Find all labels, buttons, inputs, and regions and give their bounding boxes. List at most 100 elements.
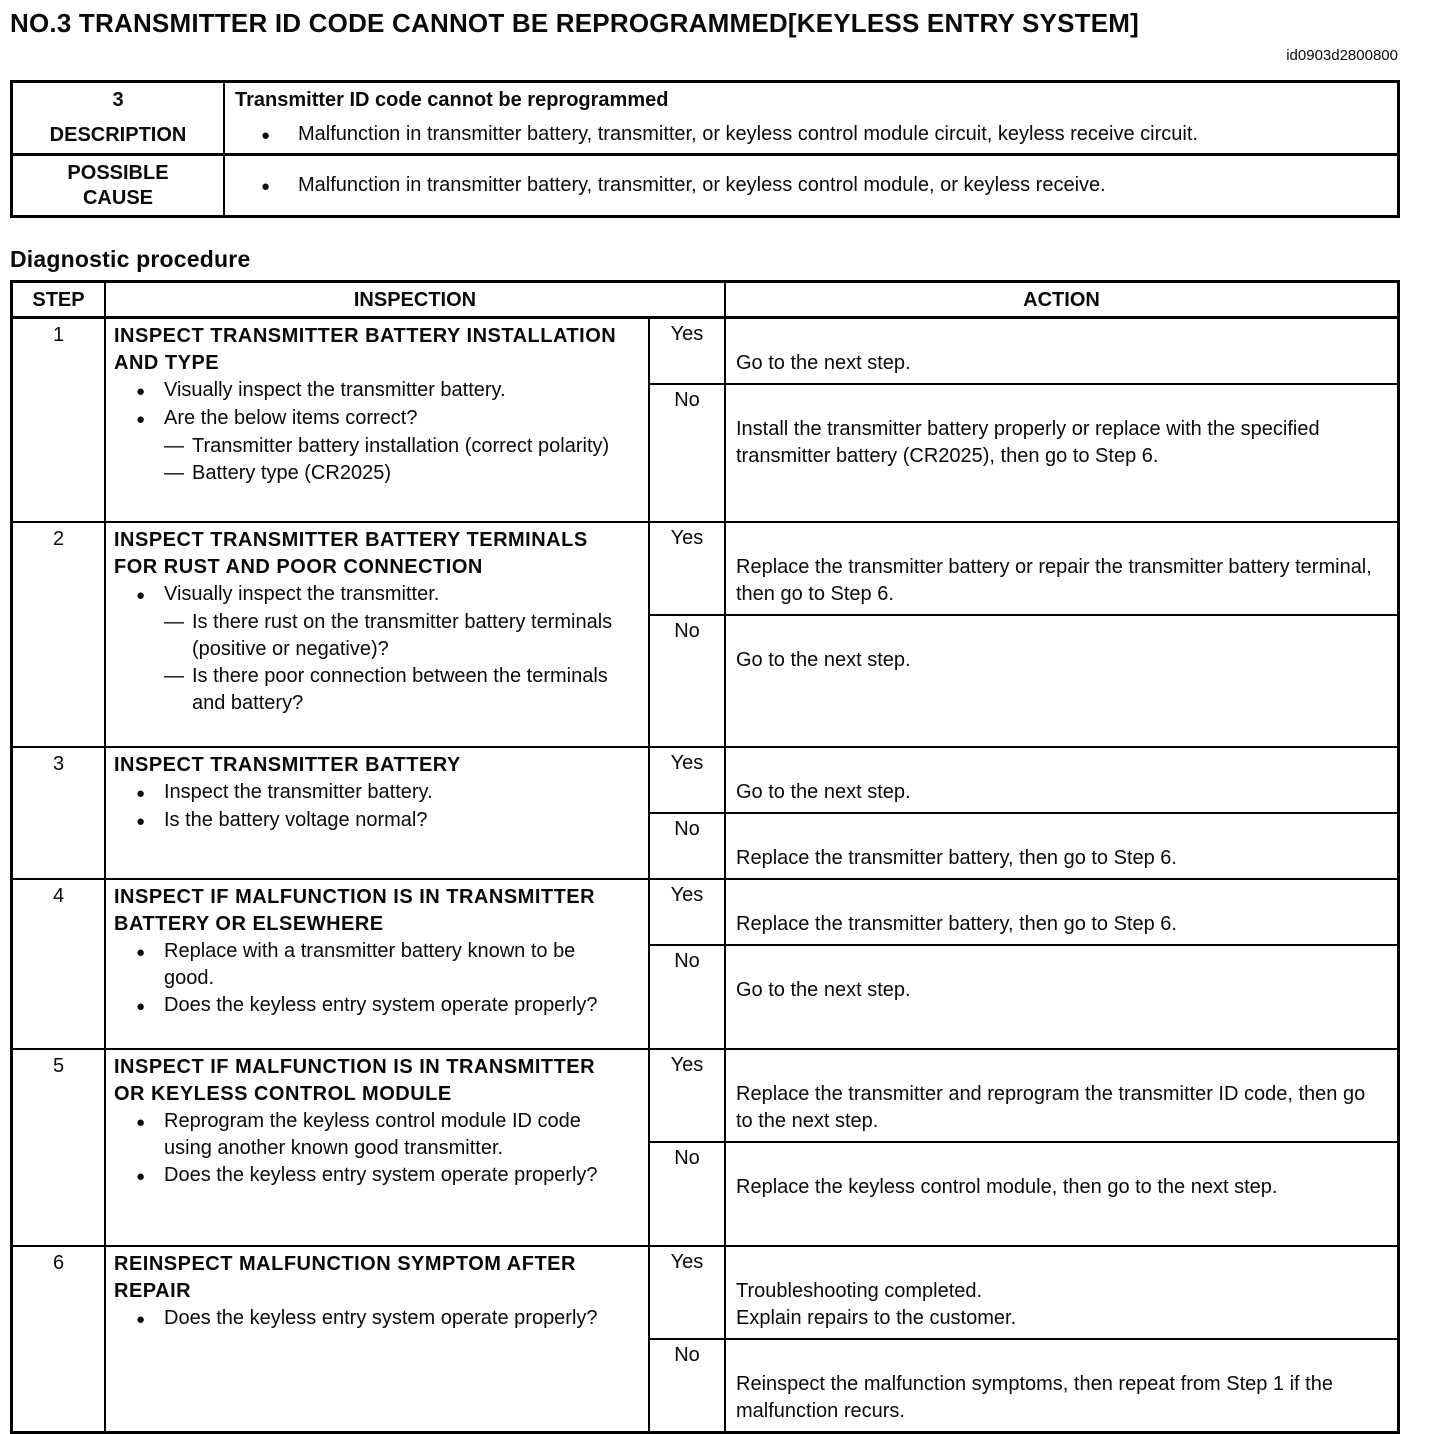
no-action-cell: Install the transmitter battery properly… (726, 385, 1397, 521)
yes-label-cell: Yes (650, 1247, 726, 1340)
no-action-text: Reinspect the malfunction symptoms, then… (736, 1373, 1333, 1422)
step-number: 6 (52, 1252, 65, 1274)
procedure-step-row: 2 INSPECT TRANSMITTER BATTERY TERMINALS … (13, 521, 1397, 746)
inspection-item-text: Does the keyless entry system operate pr… (164, 1164, 598, 1186)
list-marker-icon: ● (136, 785, 146, 802)
no-label-cell: No (650, 1143, 726, 1245)
yes-action-cell: Replace the transmitter battery or repai… (726, 523, 1397, 616)
yes-action-text: Replace the transmitter and reprogram th… (736, 1083, 1366, 1132)
no-label-cell: No (650, 616, 726, 746)
list-marker-icon: ● (136, 1311, 146, 1328)
symptom-number: 3 (13, 83, 225, 117)
summary-row-label: DESCRIPTION (13, 117, 225, 153)
summary-row-text-cell: ● Malfunction in transmitter battery, tr… (225, 117, 1397, 153)
no-action-cell: Reinspect the malfunction symptoms, then… (726, 1340, 1397, 1431)
inspection-title: INSPECT TRANSMITTER BATTERY (114, 754, 461, 776)
no-action-text: Go to the next step. (736, 979, 911, 1001)
inspection-item: ● Visually inspect the transmitter. (114, 581, 620, 609)
procedure-table-header: STEP INSPECTION ACTION (13, 283, 1397, 319)
list-marker-icon: — (164, 665, 184, 687)
inspection-item: ● Is the battery voltage normal? (114, 807, 620, 835)
no-label: No (674, 1147, 700, 1169)
no-action-text: Go to the next step. (736, 649, 911, 671)
procedure-step-row: 4 INSPECT IF MALFUNCTION IS IN TRANSMITT… (13, 878, 1397, 1048)
no-action-text: Replace the keyless control module, then… (736, 1176, 1278, 1198)
yes-action-cell: Go to the next step. (726, 319, 1397, 385)
inspection-item-text: Is there rust on the transmitter battery… (192, 611, 613, 660)
yes-label: Yes (670, 752, 704, 774)
inspection-item-text: Replace with a transmitter battery known… (164, 940, 576, 989)
no-action-cell: Replace the keyless control module, then… (726, 1143, 1397, 1245)
yes-label: Yes (670, 1054, 704, 1076)
inspection-title: INSPECT IF MALFUNCTION IS IN TRANSMITTER… (114, 886, 596, 935)
inspection-title: REINSPECT MALFUNCTION SYMPTOM AFTER REPA… (114, 1253, 576, 1302)
step-number: 5 (52, 1055, 65, 1077)
no-label-cell: No (650, 1340, 726, 1431)
yes-label: Yes (670, 323, 704, 345)
yes-label: Yes (670, 527, 704, 549)
yes-label: Yes (670, 884, 704, 906)
list-marker-icon: ● (136, 383, 146, 400)
step-number: 1 (52, 324, 65, 346)
yes-label-cell: Yes (650, 523, 726, 616)
summary-rows: DESCRIPTION ● Malfunction in transmitter… (13, 117, 1397, 215)
inspection-items: ● Reprogram the keyless control module I… (114, 1108, 620, 1190)
inspection-title: INSPECT TRANSMITTER BATTERY INSTALLATION… (114, 325, 617, 374)
no-label-cell: No (650, 814, 726, 878)
inspection-item: ● Are the below items correct? (114, 405, 620, 433)
step-number-cell: 6 (13, 1247, 106, 1431)
procedure-step-row: 5 INSPECT IF MALFUNCTION IS IN TRANSMITT… (13, 1048, 1397, 1245)
inspection-item: ● Replace with a transmitter battery kno… (114, 938, 620, 992)
inspection-item-text: Visually inspect the transmitter. (164, 583, 440, 605)
page-title: NO.3 TRANSMITTER ID CODE CANNOT BE REPRO… (10, 8, 1139, 38)
summary-row-label: POSSIBLE CAUSE (13, 156, 225, 215)
no-label-cell: No (650, 946, 726, 1048)
yes-action-text: Go to the next step. (736, 781, 911, 803)
no-label: No (674, 389, 700, 411)
yes-action-cell: Replace the transmitter and reprogram th… (726, 1050, 1397, 1143)
no-action-cell: Go to the next step. (726, 616, 1397, 746)
list-marker-icon: ● (136, 411, 146, 428)
step-number-cell: 3 (13, 748, 106, 878)
symptom-title: Transmitter ID code cannot be reprogramm… (235, 89, 669, 111)
symptom-number-row: 3 Transmitter ID code cannot be reprogra… (13, 83, 1397, 117)
step-number: 2 (52, 528, 65, 550)
step-column-header: STEP (13, 283, 106, 316)
diagnostic-procedure-table: STEP INSPECTION ACTION 1 INSPECT TRANSMI… (10, 280, 1400, 1434)
step-number-cell: 5 (13, 1050, 106, 1245)
inspection-item-text: Are the below items correct? (164, 407, 418, 429)
inspection-cell: INSPECT TRANSMITTER BATTERY TERMINALS FO… (106, 523, 650, 746)
yes-action-text: Troubleshooting completed. Explain repai… (736, 1280, 1017, 1329)
summary-bullet-item: ● Malfunction in transmitter battery, tr… (235, 172, 1106, 200)
summary-row-text: Malfunction in transmitter battery, tran… (298, 123, 1198, 145)
step-number-cell: 2 (13, 523, 106, 746)
symptom-summary-table: 3 Transmitter ID code cannot be reprogra… (10, 80, 1400, 218)
no-label-cell: No (650, 385, 726, 521)
inspection-item: ● Visually inspect the transmitter batte… (114, 377, 620, 405)
inspection-cell: INSPECT TRANSMITTER BATTERY ● Inspect th… (106, 748, 650, 878)
list-marker-icon: ● (136, 813, 146, 830)
yes-action-text: Replace the transmitter battery or repai… (736, 556, 1372, 605)
inspection-item: ● Does the keyless entry system operate … (114, 992, 620, 1020)
inspection-cell: INSPECT IF MALFUNCTION IS IN TRANSMITTER… (106, 1050, 650, 1245)
inspection-item: ● Reprogram the keyless control module I… (114, 1108, 620, 1162)
inspection-item: — Is there poor connection between the t… (114, 663, 620, 717)
inspection-items: ● Does the keyless entry system operate … (114, 1305, 620, 1333)
yes-label-cell: Yes (650, 1050, 726, 1143)
summary-row: DESCRIPTION ● Malfunction in transmitter… (13, 117, 1397, 153)
inspection-item-text: Battery type (CR2025) (192, 462, 391, 484)
step-number: 4 (52, 885, 65, 907)
inspection-item-text: Inspect the transmitter battery. (164, 781, 433, 803)
list-marker-icon: — (164, 611, 184, 633)
inspection-items: ● Visually inspect the transmitter batte… (114, 377, 620, 487)
inspection-item-text: Does the keyless entry system operate pr… (164, 1307, 598, 1329)
bullet-icon: ● (261, 127, 271, 144)
no-label: No (674, 620, 700, 642)
inspection-cell: REINSPECT MALFUNCTION SYMPTOM AFTER REPA… (106, 1247, 650, 1431)
step-number-cell: 1 (13, 319, 106, 521)
inspection-items: ● Replace with a transmitter battery kno… (114, 938, 620, 1020)
list-marker-icon: ● (136, 944, 146, 961)
inspection-item: ● Does the keyless entry system operate … (114, 1162, 620, 1190)
list-marker-icon: ● (136, 1114, 146, 1131)
